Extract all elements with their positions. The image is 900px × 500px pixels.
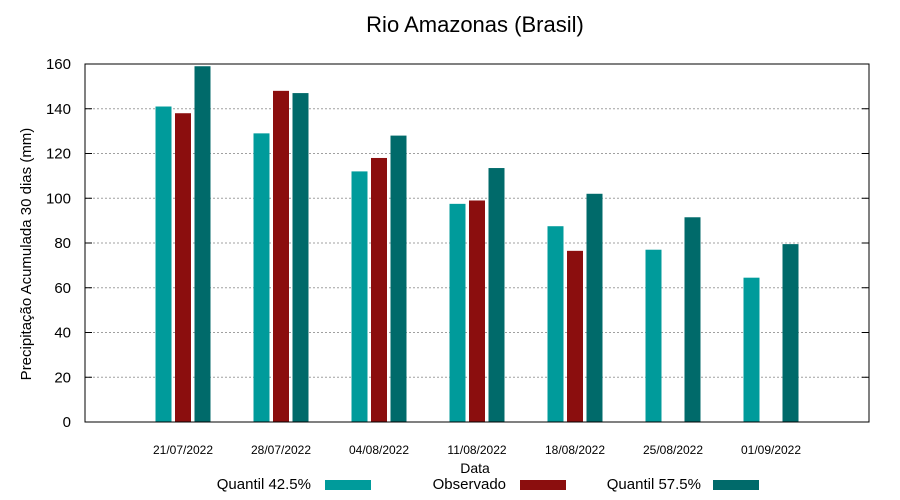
bar-quantil-57-5 [390,135,407,422]
bar-quantil-57-5 [488,168,505,422]
legend-label-quantil-57-5: Quantil 57.5% [607,476,701,493]
legend-swatch-quantil-57-5 [713,480,759,490]
y-ticks: 0 20 40 60 80 100 120 140 160 [46,56,869,431]
bar-observado [469,200,485,422]
bar-observado [273,90,289,422]
bar-quantil-42-5 [743,277,760,422]
y-tick-label: 140 [46,101,71,118]
x-tick-label: 04/08/2022 [349,443,409,457]
x-tick-label: 18/08/2022 [545,443,605,457]
bars [155,66,799,423]
bar-quantil-42-5 [155,106,172,422]
y-tick-label: 120 [46,146,71,163]
bar-quantil-57-5 [684,217,701,422]
bar-quantil-57-5 [782,244,799,422]
chart-title: Rio Amazonas (Brasil) [366,12,584,37]
x-axis-label: Data [460,460,490,476]
bar-observado [175,113,191,422]
y-tick-label: 20 [54,369,71,386]
x-tick-label: 28/07/2022 [251,443,311,457]
legend-label-quantil-42-5: Quantil 42.5% [217,476,311,493]
x-tick-label: 11/08/2022 [447,443,506,457]
bar-quantil-42-5 [547,226,564,422]
bar-quantil-42-5 [351,171,368,422]
bar-observado [371,157,387,422]
y-tick-label: 0 [63,414,71,431]
bar-quantil-57-5 [292,93,309,423]
bar-quantil-42-5 [253,133,270,423]
legend-swatch-quantil-42-5 [325,480,371,490]
x-tick-label: 01/09/2022 [741,443,801,457]
bar-quantil-57-5 [586,193,603,422]
y-tick-label: 40 [54,325,71,342]
y-tick-label: 100 [46,190,71,207]
bar-quantil-57-5 [194,66,211,423]
y-tick-label: 80 [54,235,71,252]
x-tick-label: 25/08/2022 [643,443,703,457]
y-axis-label: Precipitação Acumulada 30 dias (mm) [18,128,35,381]
legend: Quantil 42.5% Observado Quantil 57.5% [217,476,759,493]
bar-observado [567,250,583,422]
legend-swatch-observado [520,480,566,490]
x-ticks: 21/07/2022 28/07/2022 04/08/2022 11/08/2022… [153,443,801,457]
legend-label-observado: Observado [433,476,506,493]
bar-quantil-42-5 [645,249,662,422]
y-tick-label: 60 [54,280,71,297]
y-tick-label: 160 [46,56,71,73]
x-tick-label: 21/07/2022 [153,443,213,457]
bar-quantil-42-5 [449,203,466,422]
